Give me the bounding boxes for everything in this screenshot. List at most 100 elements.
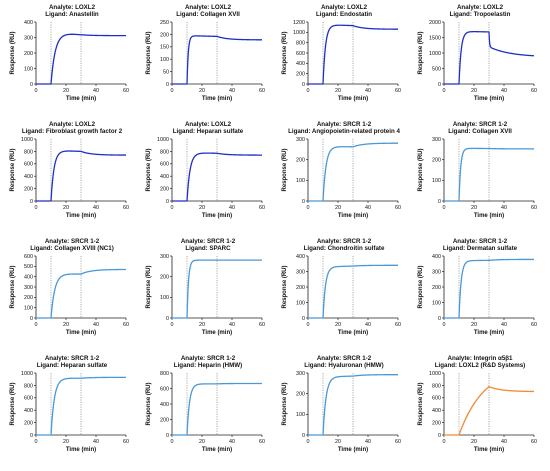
- x-axis-label: Time (min): [338, 447, 368, 453]
- y-tick-label: 1000: [21, 137, 33, 143]
- sensorgram-panel: Analyte: LOXL2 Ligand: Heparan sulfate 0 20…: [140, 121, 276, 237]
- x-tick-label: 40: [365, 322, 371, 328]
- sensorgram-chart: 0 200 400 600 800 1000 1200 0 20 40 60 Time (min) Re…: [282, 20, 401, 102]
- x-axis-label: Time (min): [474, 96, 504, 102]
- y-tick-label: 1000: [157, 137, 169, 143]
- y-tick-label: 100: [432, 178, 441, 184]
- x-tick-label: 60: [395, 205, 401, 211]
- x-tick-label: 20: [335, 88, 341, 94]
- sensorgram-panel: Analyte: Integrin α5β1 Ligand: LOXL2 (R&D…: [412, 355, 548, 471]
- y-tick-label: 800: [432, 383, 441, 389]
- x-tick-label: 60: [531, 205, 537, 211]
- sensorgram-chart: 0 100 200 300 400 0 20 40 60 Time (min) Response (…: [418, 254, 537, 336]
- sensorgram-panel: Analyte: LOXL2 Ligand: Anastellin 0 100 200 3…: [4, 4, 140, 120]
- y-tick-label: 300: [432, 269, 441, 275]
- series-line: [443, 385, 535, 436]
- sensorgram-panel: Analyte: SRCR 1-2 Ligand: SPARC 0 100 200 300…: [140, 238, 276, 354]
- x-axis-label: Time (min): [474, 213, 504, 219]
- sensorgram-chart: 0 100 200 300 0 20 40 60 Time (min) Response (RU): [282, 137, 401, 219]
- chart-subtitle: Ligand: Dermatan sulfate: [442, 245, 518, 252]
- y-tick-label: 300: [432, 137, 441, 143]
- x-tick-label: 40: [229, 205, 235, 211]
- series-line: [35, 150, 127, 202]
- x-tick-label: 0: [171, 88, 174, 94]
- y-axis-label: Response (RU): [418, 148, 424, 191]
- y-tick-label: 0: [438, 199, 441, 205]
- y-tick-label: 100: [24, 306, 33, 312]
- chart-title: Analyte: LOXL2: [320, 4, 368, 11]
- y-tick-label: 400: [160, 402, 169, 408]
- y-tick-label: 0: [166, 199, 169, 205]
- y-axis-label: Response (RU): [282, 382, 288, 425]
- y-tick-label: 0: [166, 433, 169, 439]
- x-axis-label: Time (min): [66, 447, 96, 453]
- x-tick-label: 0: [307, 322, 310, 328]
- y-tick-label: 400: [160, 174, 169, 180]
- x-tick-label: 0: [35, 205, 38, 211]
- series-line: [443, 147, 535, 202]
- series-line: [35, 33, 127, 85]
- y-tick-label: 100: [296, 300, 305, 306]
- x-tick-label: 60: [259, 88, 265, 94]
- chart-subtitle: Ligand: Chondroitin sulfate: [303, 245, 385, 252]
- y-tick-label: 200: [160, 417, 169, 423]
- y-tick-label: 200: [24, 187, 33, 193]
- x-tick-label: 60: [259, 439, 265, 445]
- x-tick-label: 40: [501, 88, 507, 94]
- x-tick-label: 20: [63, 439, 69, 445]
- x-tick-label: 20: [63, 205, 69, 211]
- x-tick-label: 20: [471, 439, 477, 445]
- y-tick-label: 1000: [429, 371, 441, 377]
- x-tick-label: 0: [443, 88, 446, 94]
- x-tick-label: 0: [443, 205, 446, 211]
- x-tick-label: 40: [501, 439, 507, 445]
- chart-subtitle: Ligand: Angiopoietin-related protein 4: [288, 128, 400, 135]
- x-tick-label: 20: [199, 205, 205, 211]
- chart-title: Analyte: Integrin α5β1: [447, 355, 513, 362]
- x-tick-label: 60: [259, 205, 265, 211]
- chart-subtitle: Ligand: Heparan sulfate: [172, 128, 244, 135]
- y-tick-label: 300: [24, 285, 33, 291]
- x-axis-label: Time (min): [474, 330, 504, 336]
- y-tick-label: 100: [296, 178, 305, 184]
- x-tick-label: 60: [531, 322, 537, 328]
- series-line: [307, 264, 399, 319]
- sensorgram-panel: Analyte: SRCR 1-2 Ligand: Chondroitin sul…: [276, 238, 412, 354]
- x-tick-label: 0: [307, 439, 310, 445]
- y-tick-label: 600: [160, 386, 169, 392]
- sensorgram-chart: 0 200 400 600 800 1000 0 20 40 60 Time (min) Respon…: [10, 137, 129, 219]
- y-axis-label: Response (RU): [146, 31, 152, 74]
- sensorgram-chart: 0 500 1000 1500 2000 0 20 40 60 Time (min) Respons…: [418, 20, 537, 102]
- x-tick-label: 40: [365, 205, 371, 211]
- series-line: [35, 376, 127, 436]
- chart-title: Analyte: SRCR 1-2: [316, 355, 372, 362]
- x-tick-label: 60: [123, 322, 129, 328]
- sensorgram-chart: 0 100 200 300 0 20 40 60 Time (min) Response (RU): [282, 371, 401, 453]
- sensorgram-panel: Analyte: LOXL2 Ligand: Endostatin 0 200 400 6…: [276, 4, 412, 120]
- chart-title: Analyte: SRCR 1-2: [316, 121, 372, 128]
- chart-title: Analyte: SRCR 1-2: [452, 238, 508, 245]
- y-tick-label: 200: [160, 187, 169, 193]
- series-line: [171, 152, 263, 202]
- x-axis-label: Time (min): [474, 447, 504, 453]
- chart-title: Analyte: SRCR 1-2: [316, 238, 372, 245]
- chart-subtitle: Ligand: SPARC: [185, 245, 231, 252]
- y-tick-label: 0: [166, 316, 169, 322]
- x-tick-label: 20: [335, 439, 341, 445]
- y-axis-label: Response (RU): [418, 265, 424, 308]
- chart-title: Analyte: SRCR 1-2: [180, 238, 236, 245]
- y-tick-label: 300: [296, 269, 305, 275]
- y-tick-label: 400: [24, 20, 33, 26]
- sensorgram-chart: 0 100 200 300 0 20 40 60 Time (min) Response (RU): [418, 137, 537, 219]
- x-tick-label: 20: [199, 322, 205, 328]
- y-tick-label: 0: [438, 82, 441, 88]
- y-tick-label: 400: [296, 254, 305, 260]
- chart-subtitle: Ligand: Endostatin: [315, 11, 373, 18]
- x-tick-label: 0: [307, 88, 310, 94]
- chart-subtitle: Ligand: Fibroblast growth factor 2: [21, 128, 123, 135]
- sensorgram-chart: 0 200 400 600 800 1000 0 20 40 60 Time (min) Respon…: [10, 371, 129, 453]
- y-tick-label: 800: [296, 41, 305, 47]
- y-tick-label: 800: [160, 149, 169, 155]
- y-tick-label: 100: [24, 66, 33, 72]
- y-tick-label: 150: [160, 45, 169, 51]
